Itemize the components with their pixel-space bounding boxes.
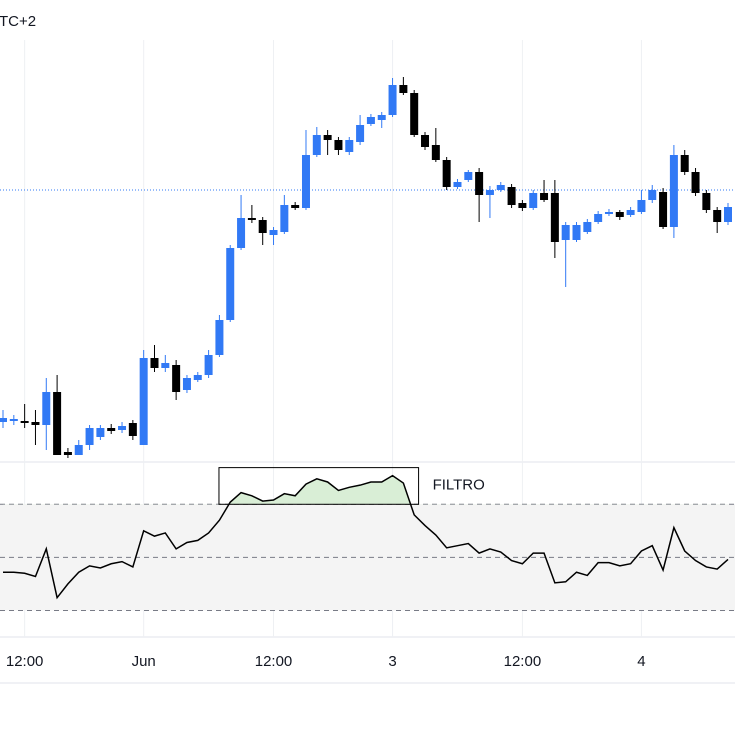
- candle-body: [96, 428, 105, 437]
- candle-body: [615, 212, 624, 217]
- candle-body: [63, 452, 72, 455]
- candle-body: [139, 358, 148, 445]
- candle-body: [421, 135, 430, 147]
- candle-body: [366, 117, 375, 124]
- x-tick-label: 12:00: [504, 653, 542, 670]
- candle-body: [42, 392, 51, 425]
- candle-body: [237, 218, 246, 248]
- candle-body: [269, 230, 278, 235]
- candle-body: [334, 140, 343, 150]
- candle-body: [724, 207, 732, 222]
- candle-body: [118, 426, 127, 430]
- candle-body: [529, 193, 538, 208]
- candle-body: [377, 115, 386, 120]
- candle-body: [464, 172, 473, 180]
- candle-body: [507, 187, 516, 205]
- candle-body: [713, 210, 722, 222]
- candle-body: [702, 193, 711, 210]
- x-tick-label: 3: [388, 653, 396, 670]
- candle-body: [312, 135, 321, 155]
- candle-body: [431, 145, 440, 160]
- candle-body: [475, 172, 484, 195]
- x-tick-label: 12:00: [6, 653, 44, 670]
- filter-fill: [228, 475, 411, 505]
- candle-body: [345, 140, 354, 152]
- candle-body: [604, 212, 613, 214]
- candle-body: [20, 421, 29, 423]
- candle-body: [691, 172, 700, 193]
- candle-body: [388, 85, 397, 115]
- x-tick-label: 12:00: [255, 653, 293, 670]
- candle-body: [550, 193, 559, 242]
- candle-body: [518, 203, 527, 208]
- candle-body: [226, 248, 235, 320]
- candle-body: [561, 225, 570, 240]
- candle-body: [291, 205, 300, 208]
- candle-body: [247, 218, 256, 220]
- timezone-label: TC+2: [0, 13, 36, 30]
- candle-body: [128, 423, 137, 436]
- candle-body: [258, 220, 267, 233]
- candle-body: [680, 155, 689, 172]
- candle-body: [496, 185, 505, 190]
- candle-body: [485, 190, 494, 195]
- candle-body: [442, 160, 451, 187]
- candle-body: [215, 320, 224, 355]
- candle-body: [648, 190, 657, 200]
- candle-body: [626, 210, 635, 215]
- candle-body: [280, 205, 289, 232]
- filter-box: [218, 467, 420, 505]
- candle-body: [193, 375, 202, 380]
- candle-body: [85, 428, 94, 445]
- candle-body: [150, 358, 159, 368]
- candle-body: [161, 363, 170, 368]
- x-tick-label: 4: [637, 653, 645, 670]
- candle-body: [540, 193, 549, 200]
- candle-body: [53, 392, 62, 455]
- candle-body: [583, 222, 592, 232]
- candle-body: [356, 125, 365, 142]
- candle-body: [637, 200, 646, 212]
- candle-body: [31, 422, 40, 425]
- filter-label: FILTRO: [433, 477, 485, 494]
- x-tick-label: Jun: [132, 653, 156, 670]
- candle-body: [0, 418, 7, 422]
- candle-body: [172, 365, 181, 392]
- candle-body: [107, 428, 116, 431]
- candle-body: [323, 135, 332, 140]
- candle-body: [572, 225, 581, 240]
- candle-body: [669, 155, 678, 227]
- oscillator-line: [3, 474, 729, 600]
- candle-body: [182, 378, 191, 390]
- candle-body: [74, 445, 83, 455]
- candle-body: [204, 355, 213, 375]
- candle-body: [410, 93, 419, 135]
- candle-body: [9, 419, 18, 421]
- candle-body: [453, 182, 462, 187]
- candle-body: [301, 155, 310, 208]
- candle-body: [594, 214, 603, 222]
- candle-body: [399, 85, 408, 93]
- candle-body: [659, 192, 668, 227]
